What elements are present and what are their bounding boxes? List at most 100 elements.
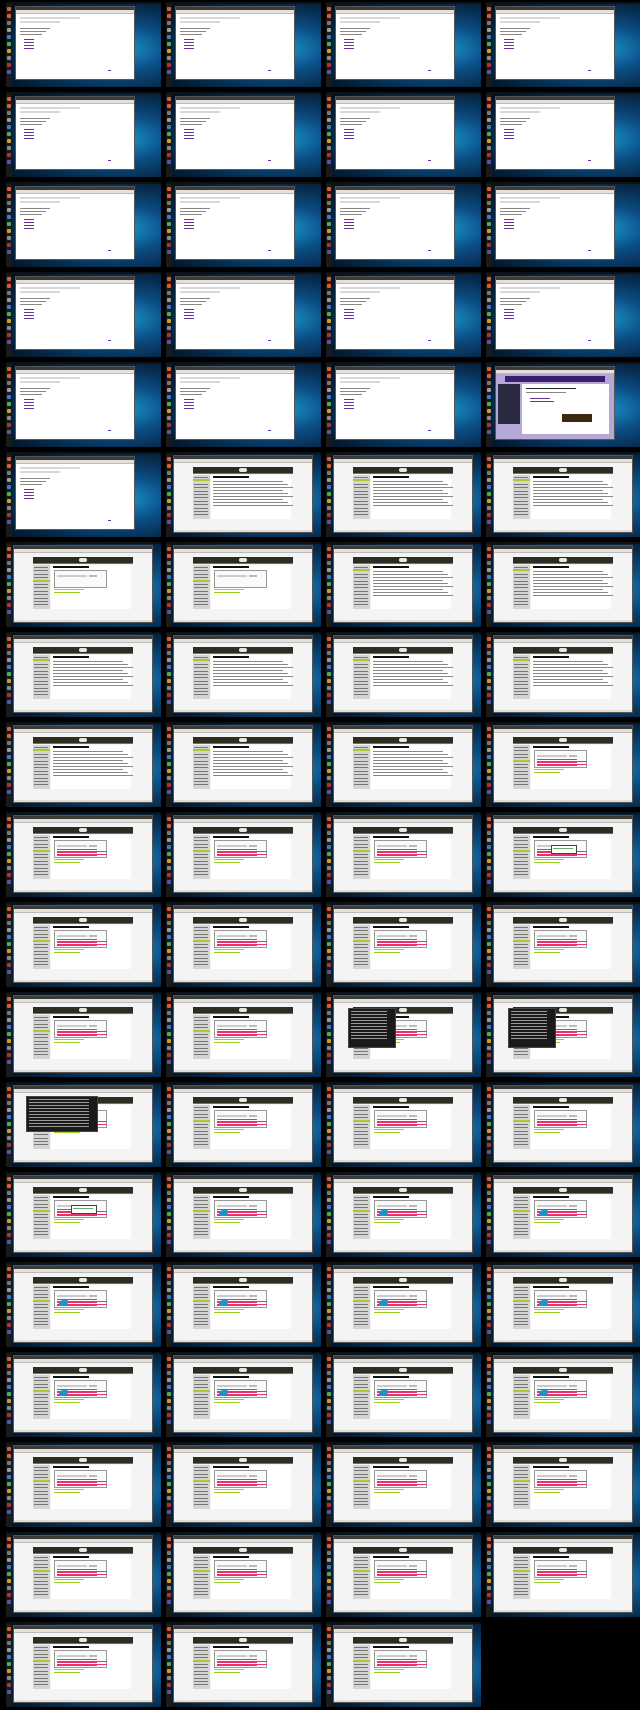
text-line	[373, 493, 449, 494]
dvwa-logo	[79, 1188, 87, 1192]
frame-thumbnail	[486, 272, 640, 357]
status-bar	[494, 530, 632, 532]
launcher-app-icon	[327, 1205, 331, 1209]
launcher-app-icon	[487, 1226, 491, 1230]
browser-toolbar	[14, 1629, 152, 1633]
text-line	[53, 670, 124, 671]
launcher-app-icon	[7, 160, 11, 164]
text-line	[533, 505, 614, 506]
window-titlebar	[14, 1086, 152, 1089]
sidebar-item	[194, 1670, 209, 1672]
submit-button	[409, 1025, 418, 1027]
sidebar-item	[514, 1560, 529, 1562]
sidebar-item	[34, 677, 49, 679]
frame-thumbnail	[166, 722, 321, 807]
page-content	[494, 1543, 632, 1612]
sidebar-item	[354, 774, 369, 776]
launcher-app-icon	[167, 381, 171, 385]
header-divider	[513, 1103, 613, 1104]
sidebar-item	[194, 1591, 209, 1592]
launcher-app-icon	[487, 7, 491, 11]
sidebar-item	[354, 1297, 369, 1299]
fish-image	[539, 1210, 549, 1216]
launcher-app-icon	[7, 471, 11, 475]
form-box	[534, 1560, 588, 1578]
dvwa-sidebar	[513, 565, 530, 609]
launcher-app-icon	[487, 914, 491, 918]
browser-window	[493, 1535, 633, 1613]
launcher-app-icon	[7, 1053, 11, 1057]
window-titlebar	[334, 1626, 472, 1629]
dvwa-logo	[399, 1638, 407, 1642]
sidebar-item	[194, 1321, 209, 1322]
link	[184, 318, 194, 319]
dvwa-sidebar	[33, 1375, 50, 1419]
sidebar-item	[194, 1044, 209, 1046]
browser-toolbar	[494, 819, 632, 823]
header-divider	[193, 1643, 293, 1644]
launcher-app-icon	[167, 222, 171, 226]
status-bar	[494, 890, 632, 892]
status-bar	[334, 530, 472, 532]
text-line	[213, 751, 284, 752]
dvwa-header	[513, 647, 613, 653]
launcher-app-icon	[487, 970, 491, 974]
sidebar-item	[354, 843, 369, 845]
top-panel	[166, 452, 321, 454]
status-bar	[334, 1250, 472, 1252]
sidebar-item	[194, 691, 209, 692]
page-content	[14, 1003, 152, 1072]
launcher-app-icon	[167, 492, 171, 496]
info-link	[54, 952, 81, 953]
launcher-sidebar	[166, 814, 172, 897]
link	[184, 48, 194, 49]
frame-thumbnail	[326, 542, 481, 627]
text-line	[20, 121, 46, 122]
launcher-app-icon	[327, 215, 331, 219]
launcher-app-icon	[487, 1150, 491, 1154]
text-line	[533, 595, 614, 596]
sidebar-item-active	[193, 849, 210, 852]
sidebar-item	[514, 764, 529, 765]
sidebar-item	[354, 1310, 369, 1312]
output-line	[377, 1663, 428, 1665]
launcher-app-icon	[487, 56, 491, 60]
launcher-app-icon	[167, 305, 171, 309]
frame-thumbnail	[166, 1172, 321, 1257]
submit-button	[569, 1025, 578, 1027]
dvwa-header	[513, 1367, 613, 1373]
launcher-app-icon	[167, 921, 171, 925]
dvwa-sidebar	[513, 1555, 530, 1599]
sidebar-item	[34, 767, 49, 769]
output-line	[377, 1393, 428, 1395]
dvwa-sidebar	[193, 1015, 210, 1059]
sidebar-item	[34, 843, 49, 845]
launcher-app-icon	[7, 741, 11, 745]
info-link	[214, 1492, 241, 1493]
dvwa-header	[513, 737, 613, 743]
dvwa-main	[51, 1015, 132, 1059]
sidebar-item-active	[33, 1029, 50, 1032]
output-line	[537, 945, 578, 947]
dvwa-logo	[399, 1548, 407, 1552]
output-line	[377, 1030, 428, 1032]
launcher-app-icon	[487, 63, 491, 67]
page-content	[496, 284, 614, 349]
page-title	[373, 566, 410, 568]
launcher-app-icon	[327, 1226, 331, 1230]
dvwa-header	[193, 467, 293, 473]
text-line	[20, 214, 42, 215]
launcher-app-icon	[167, 1108, 171, 1112]
sidebar-item	[34, 1017, 49, 1018]
sidebar-item	[354, 747, 369, 748]
launcher-sidebar	[326, 1264, 332, 1347]
launcher-app-icon	[327, 1662, 331, 1666]
sidebar-item	[34, 1404, 49, 1406]
output-line	[57, 1035, 98, 1037]
launcher-app-icon	[7, 1634, 11, 1638]
launcher-app-icon	[327, 1503, 331, 1507]
launcher-app-icon	[167, 513, 171, 517]
output-line	[537, 1030, 588, 1032]
browser-toolbar	[336, 10, 454, 14]
sidebar-item	[354, 1324, 369, 1326]
